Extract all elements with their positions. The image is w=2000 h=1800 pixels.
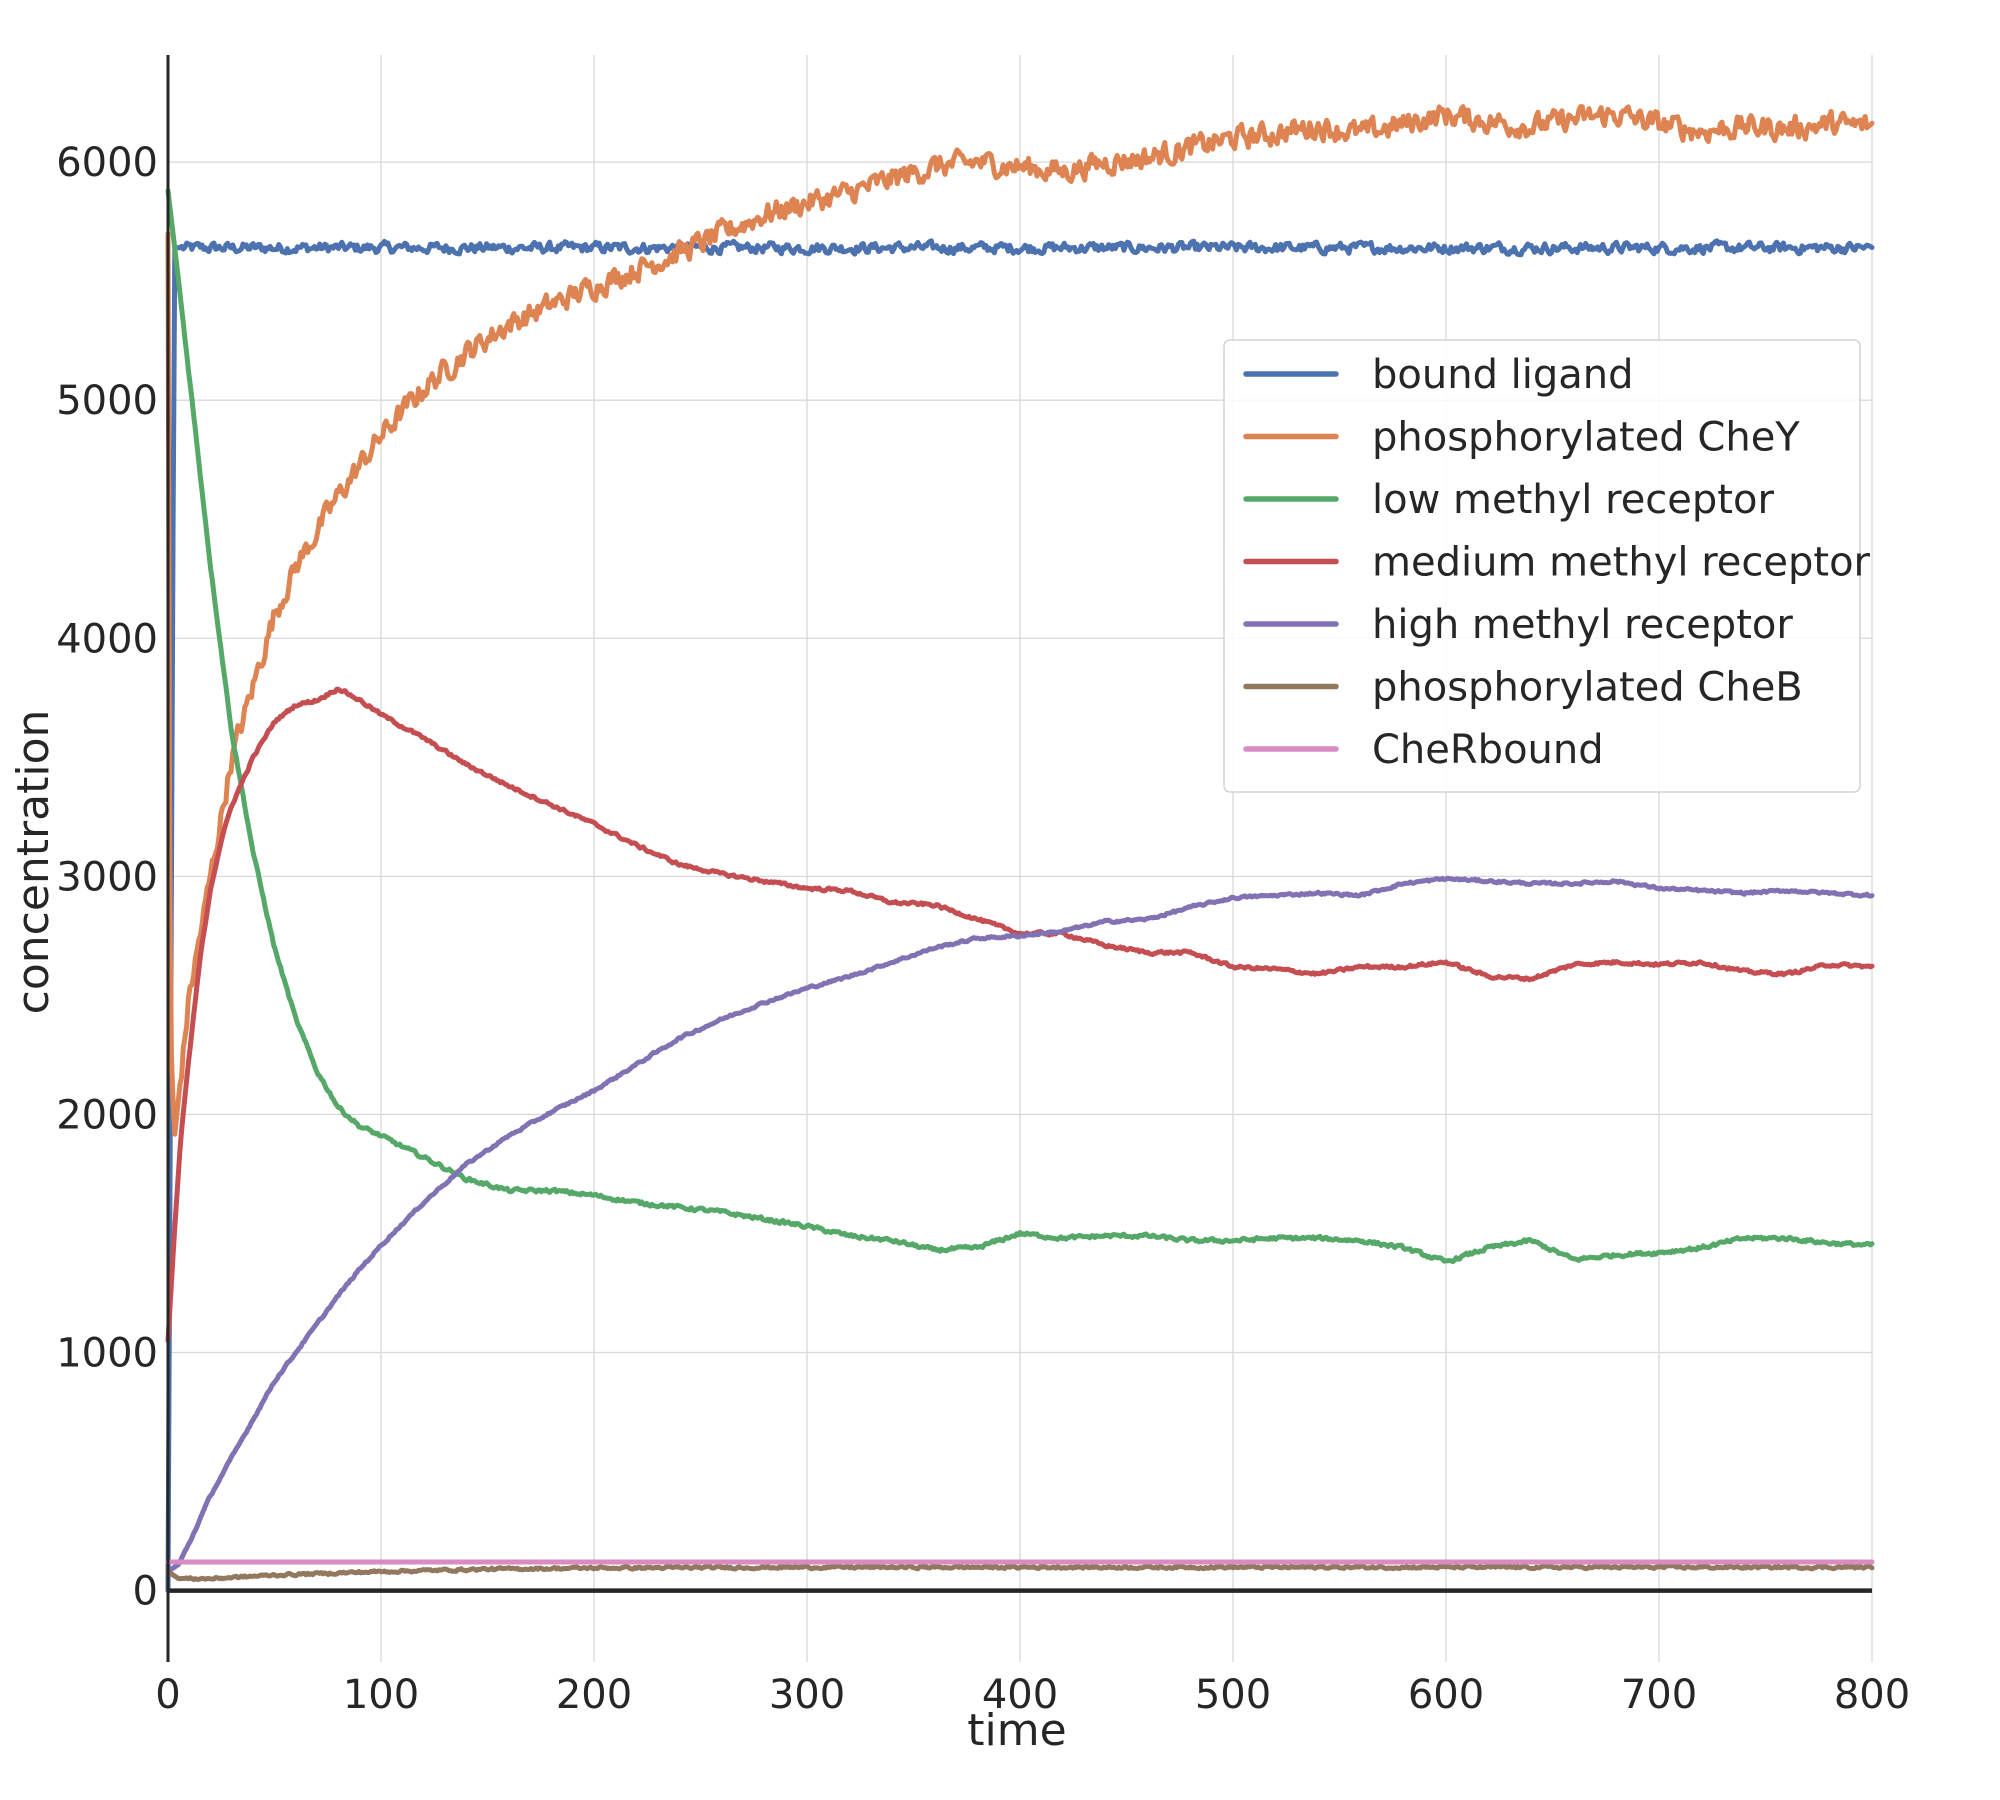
y-tick-label: 1000	[56, 1331, 158, 1377]
legend-entry-label: bound ligand	[1372, 352, 1634, 398]
series-line-1	[165, 104, 1875, 1137]
legend-frame	[1223, 339, 1861, 793]
y-tick-label: 4000	[56, 616, 158, 662]
x-tick-label: 400	[982, 1672, 1058, 1718]
x-axis-label: time	[967, 1705, 1066, 1756]
y-axis-label: concentration	[8, 710, 59, 1015]
x-tick-label: 300	[769, 1672, 845, 1718]
legend-entry-label: low methyl receptor	[1372, 477, 1774, 523]
grid	[168, 55, 1873, 1662]
series-line-3	[165, 686, 1875, 1344]
y-tick-label: 2000	[56, 1092, 158, 1138]
y-tick-label: 6000	[56, 140, 158, 186]
x-tick-label: 100	[343, 1672, 419, 1718]
y-tick-labels: 0 1000 2000 3000 4000 5000 6000	[56, 140, 158, 1614]
legend-entry-label: high methyl receptor	[1372, 602, 1793, 648]
series-line-2	[165, 188, 1875, 1265]
x-tick-label: 0	[155, 1672, 180, 1718]
legend-entry-label: phosphorylated CheB	[1372, 665, 1803, 711]
x-tick-label: 700	[1621, 1672, 1697, 1718]
legend: bound ligand phosphorylated CheY low methy…	[1223, 339, 1871, 793]
series-line-4	[165, 875, 1875, 1574]
y-tick-label: 3000	[56, 854, 158, 900]
series-layer	[165, 104, 1875, 1594]
y-tick-label: 5000	[56, 378, 158, 424]
y-tick-label: 0	[133, 1569, 158, 1615]
x-tick-labels: 0 100 200 300 400 500 600 700 800	[155, 1672, 1910, 1718]
legend-entry-label: CheRbound	[1372, 727, 1604, 773]
x-tick-label: 200	[556, 1672, 632, 1718]
x-tick-label: 800	[1834, 1672, 1910, 1718]
series-line-5	[165, 1563, 1875, 1582]
x-tick-label: 500	[1195, 1672, 1271, 1718]
legend-entry-label: medium methyl receptor	[1372, 540, 1871, 586]
x-tick-label: 600	[1408, 1672, 1484, 1718]
series-line-0	[165, 238, 1875, 1594]
legend-entry-label: phosphorylated CheY	[1372, 415, 1800, 461]
